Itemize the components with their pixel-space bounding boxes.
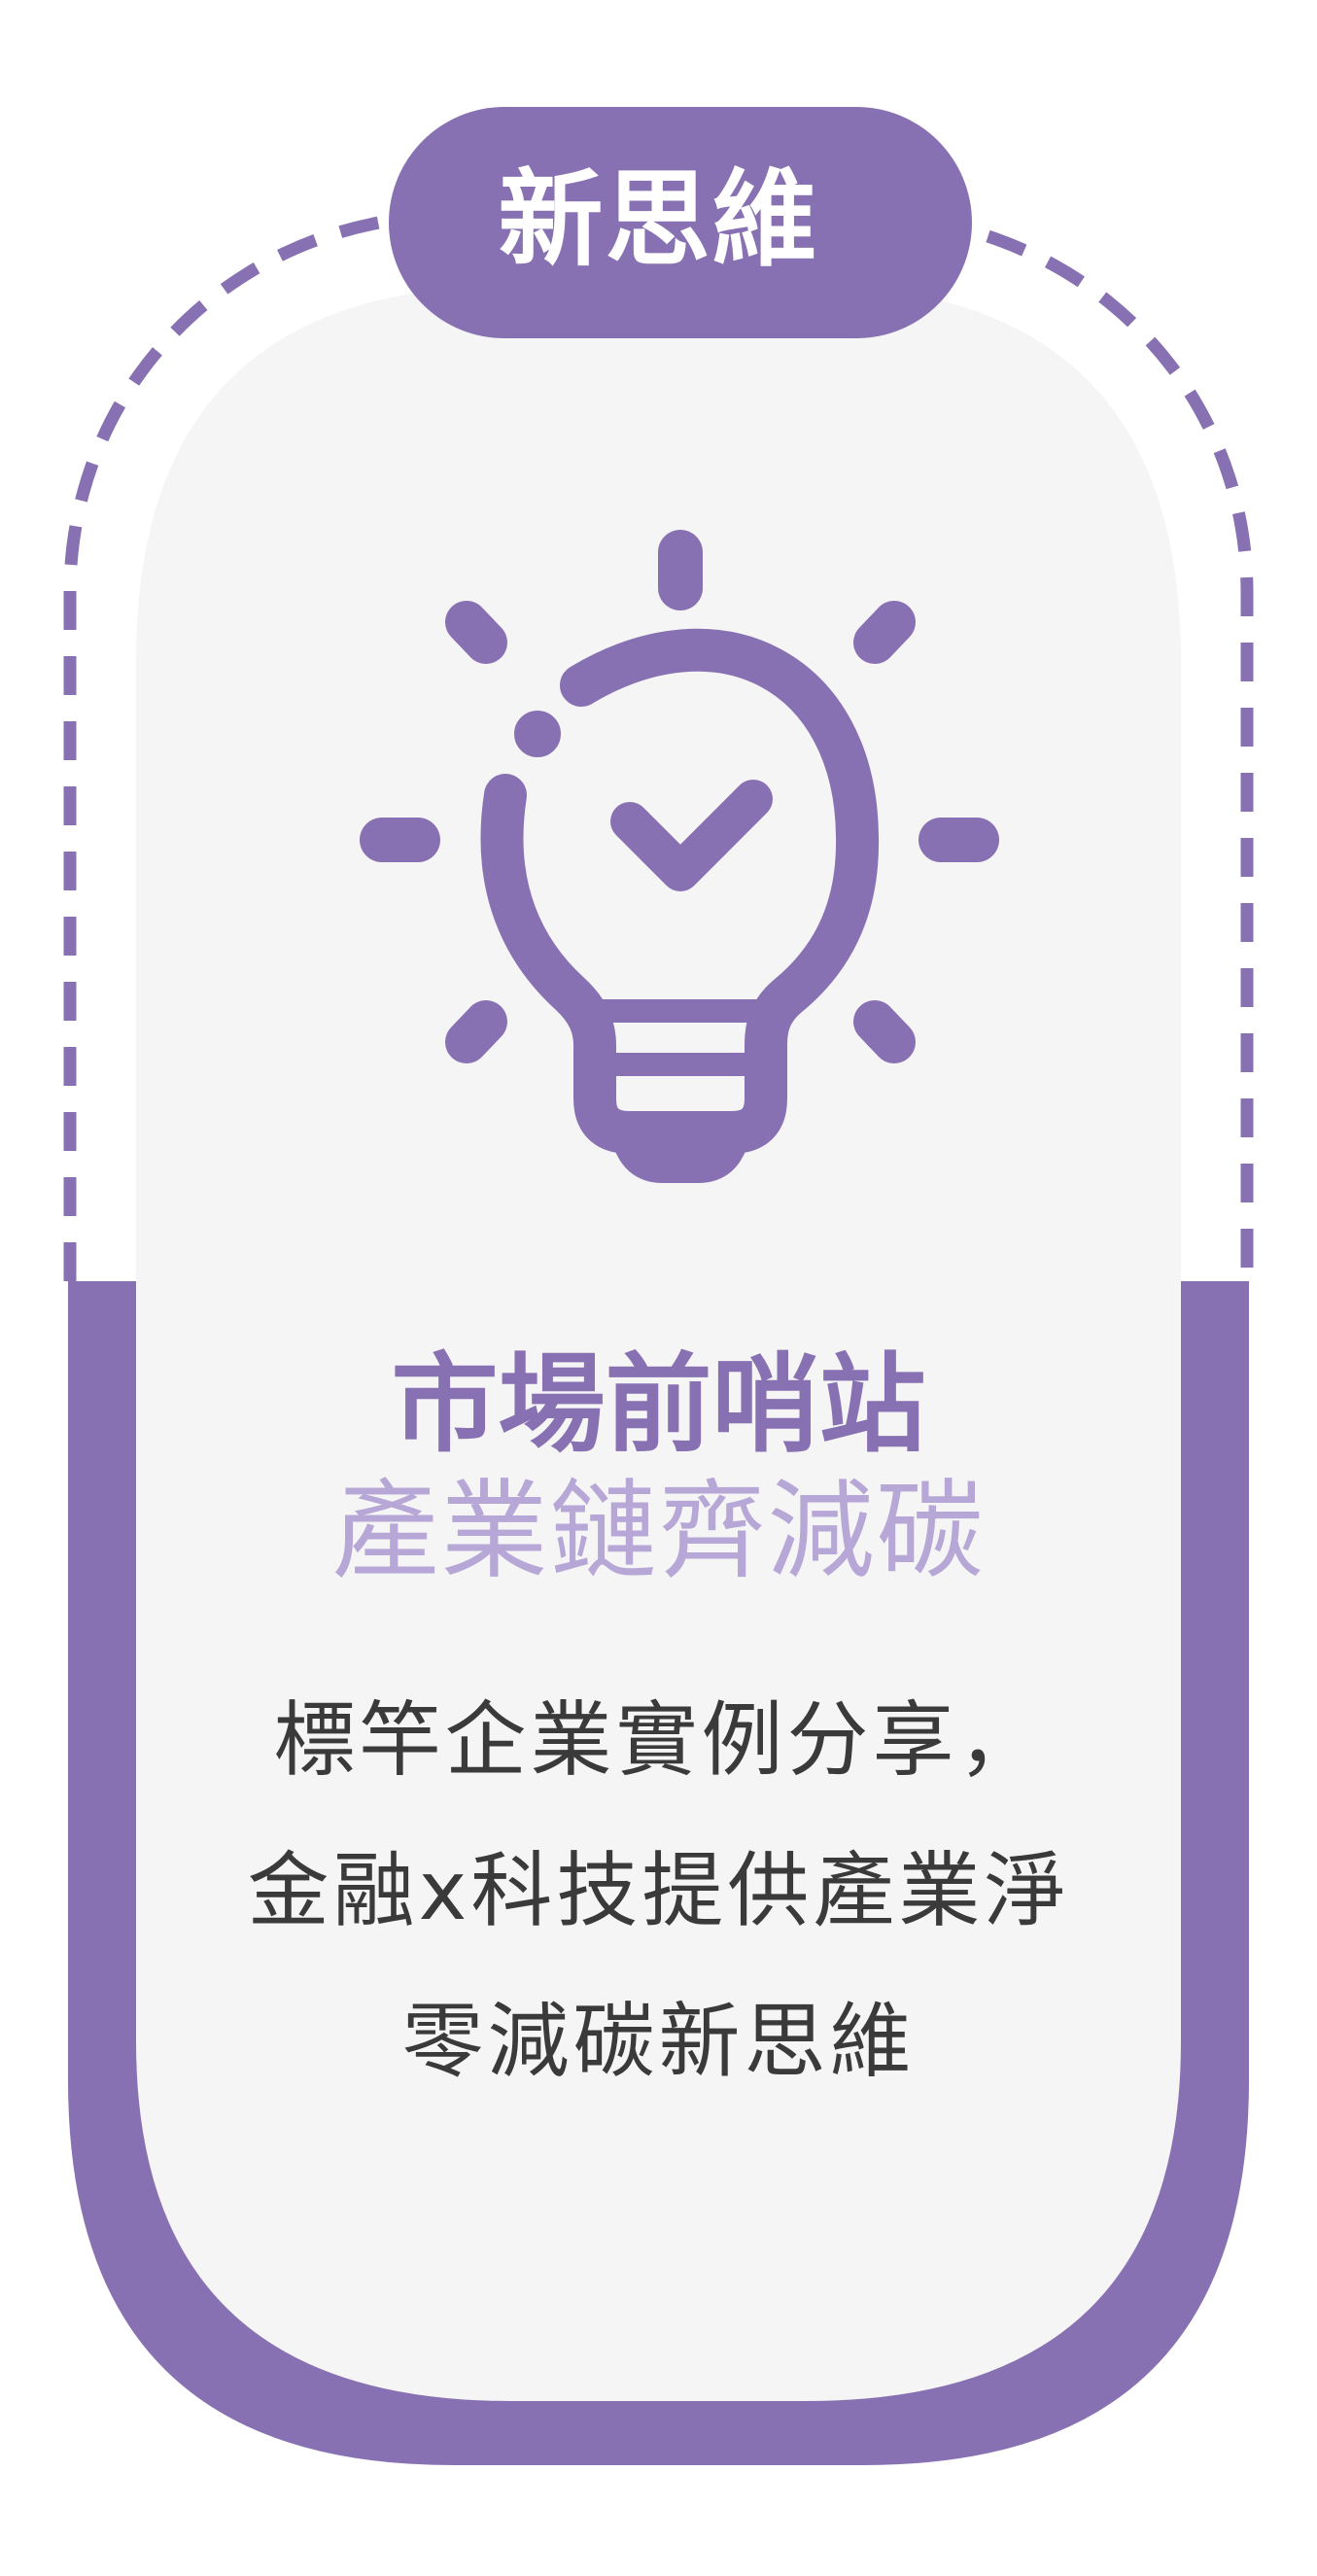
card-panel (136, 286, 1181, 2401)
card-subheading: 產業鏈齊減碳 (331, 1469, 986, 1593)
description-line-3: 零減碳新思維 (401, 1994, 916, 2089)
ray-top-right (853, 601, 916, 664)
card-heading: 市場前哨站 (391, 1342, 926, 1467)
ray-bottom-right (853, 1000, 916, 1063)
ray-top-left (445, 601, 507, 664)
description-line-1: 標竿企業實例分享， (273, 1692, 1044, 1788)
description-line-2: 金融x科技提供產業淨 (247, 1843, 1070, 1938)
bulb-tip (610, 1129, 750, 1183)
ray-bottom-left (445, 1000, 507, 1063)
badge-pill (389, 107, 972, 338)
checkmark (610, 780, 773, 891)
highlight-dot (514, 711, 561, 757)
dashed-outline (63, 209, 1254, 1281)
bulb-outline (480, 628, 880, 1154)
badge-label: 新思維 (498, 159, 819, 281)
lightbulb-check-icon (360, 530, 999, 1183)
